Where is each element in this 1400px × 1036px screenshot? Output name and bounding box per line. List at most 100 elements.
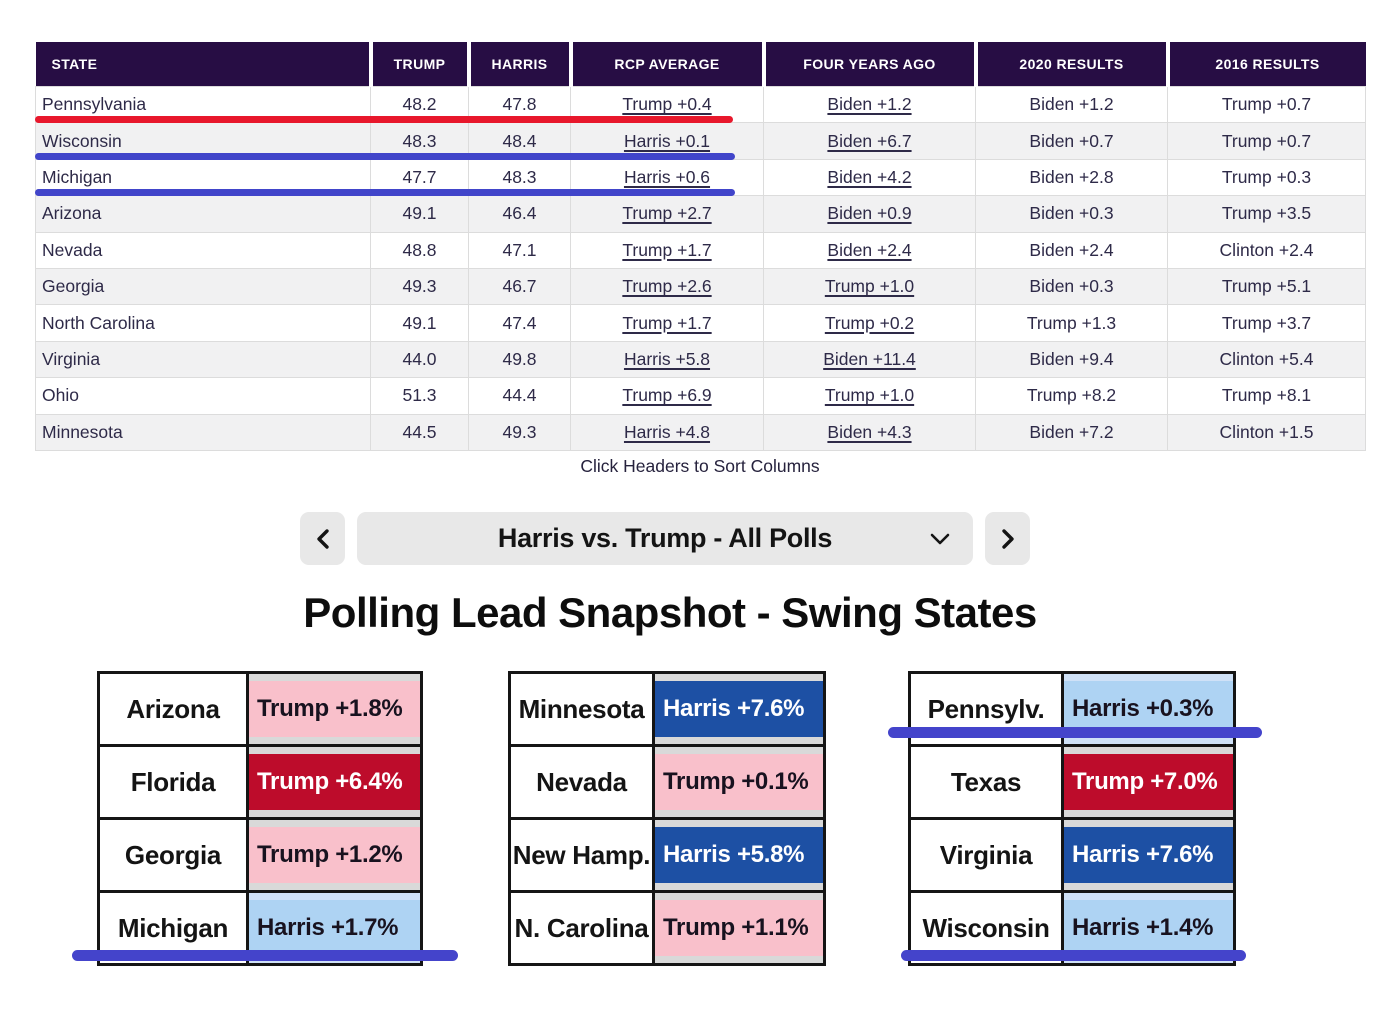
rcp-average-link[interactable]: Trump +6.9: [570, 377, 764, 415]
snapshot-table-left: Arizona Trump +1.8% Florida Trump +6.4% Geor…: [97, 671, 423, 966]
four-years-ago-link[interactable]: Trump +0.2: [763, 304, 976, 342]
snapshot-row-nevada: Nevada Trump +0.1%: [508, 744, 826, 820]
snapshot-row-arizona: Arizona Trump +1.8%: [97, 671, 423, 747]
snapshot-lead-cell: Trump +1.8%: [246, 671, 423, 747]
results-2016-cell: Trump +3.7: [1167, 304, 1366, 342]
table-row-north-carolina: North Carolina 49.1 47.4 Trump +1.7 Trump +0…: [35, 304, 1366, 342]
snapshot-lead-cell: Trump +1.2%: [246, 817, 423, 893]
harris-value-cell: 47.1: [468, 231, 571, 269]
lead-value-badge: Trump +1.8%: [249, 681, 420, 737]
column-header-state[interactable]: STATE: [35, 42, 371, 87]
results-2020-cell: Biden +2.8: [975, 158, 1168, 197]
table-row-ohio: Ohio 51.3 44.4 Trump +6.9 Trump +1.0 Trump +8…: [35, 377, 1366, 415]
column-header-trump[interactable]: TRUMP: [368, 42, 469, 87]
rcp-average-link[interactable]: Harris +5.8: [570, 340, 764, 379]
snapshot-lead-cell: Trump +6.4%: [246, 744, 423, 820]
results-2020-cell: Biden +9.4: [975, 340, 1168, 379]
snapshot-state-cell: Nevada: [508, 744, 655, 820]
results-2020-cell: Biden +2.4: [975, 231, 1168, 269]
table-row-georgia: Georgia 49.3 46.7 Trump +2.6 Trump +1.0 Biden…: [35, 267, 1366, 306]
snapshot-row-georgia: Georgia Trump +1.2%: [97, 817, 423, 893]
snapshot-row-virginia: Virginia Harris +7.6%: [908, 817, 1236, 893]
trump-value-cell: 48.8: [370, 231, 469, 269]
table-row-arizona: Arizona 49.1 46.4 Trump +2.7 Biden +0.9 Biden…: [35, 195, 1366, 233]
blue-underline-annotation: [901, 950, 1246, 961]
table-row-nevada: Nevada 48.8 47.1 Trump +1.7 Biden +2.4 Biden …: [35, 231, 1366, 269]
results-2020-cell: Biden +0.3: [975, 195, 1168, 233]
rcp-average-link[interactable]: Trump +2.6: [570, 267, 764, 306]
sort-hint-text: Click Headers to Sort Columns: [580, 456, 820, 476]
four-years-ago-link[interactable]: Biden +6.7: [763, 122, 976, 160]
four-years-ago-link[interactable]: Biden +4.3: [763, 413, 976, 451]
four-years-ago-link[interactable]: Biden +0.9: [763, 195, 976, 233]
lead-value-badge: Harris +1.7%: [249, 900, 420, 956]
chevron-right-icon: [1001, 528, 1014, 549]
snapshot-row-texas: Texas Trump +7.0%: [908, 744, 1236, 820]
column-header-rcp-average[interactable]: RCP AVERAGE: [568, 42, 764, 87]
results-2016-cell: Trump +0.7: [1167, 122, 1366, 160]
lead-value-badge: Trump +1.1%: [655, 900, 823, 956]
harris-value-cell: 49.3: [468, 413, 571, 451]
snapshot-title: Polling Lead Snapshot - Swing States: [303, 589, 1037, 636]
polls-header-row: STATE TRUMP HARRIS RCP AVERAGE FOUR YEARS AG…: [35, 42, 1366, 87]
column-header-2020-results[interactable]: 2020 RESULTS: [973, 42, 1168, 87]
snapshot-state-cell: Wisconsin: [908, 890, 1064, 966]
snapshot-state-cell: Florida: [97, 744, 249, 820]
snapshot-state-cell: Minnesota: [508, 671, 655, 747]
results-2020-cell: Biden +1.2: [975, 85, 1168, 124]
snapshot-row-florida: Florida Trump +6.4%: [97, 744, 423, 820]
blue-underline-annotation: [35, 152, 735, 160]
trump-value-cell: 44.0: [370, 340, 469, 379]
harris-value-cell: 47.4: [468, 304, 571, 342]
lead-value-badge: Harris +7.6%: [1064, 827, 1233, 883]
polls-body: Pennsylvania 48.2 47.8 Trump +0.4 Biden +1.2…: [35, 85, 1366, 451]
lead-value-badge: Trump +1.2%: [249, 827, 420, 883]
results-2020-cell: Trump +1.3: [975, 304, 1168, 342]
results-2020-cell: Biden +7.2: [975, 413, 1168, 451]
results-2016-cell: Clinton +5.4: [1167, 340, 1366, 379]
rcp-average-link[interactable]: Trump +1.7: [570, 304, 764, 342]
results-2016-cell: Trump +8.1: [1167, 377, 1366, 415]
snapshot-state-cell: Michigan: [97, 890, 249, 966]
polls-table: STATE TRUMP HARRIS RCP AVERAGE FOUR YEARS AG…: [35, 42, 1366, 451]
lead-value-badge: Trump +6.4%: [249, 754, 420, 810]
lead-value-badge: Harris +7.6%: [655, 681, 823, 737]
column-header-harris[interactable]: HARRIS: [466, 42, 571, 87]
harris-value-cell: 46.4: [468, 195, 571, 233]
state-cell: Virginia: [35, 340, 371, 379]
blue-underline-annotation: [888, 727, 1262, 738]
results-2016-cell: Trump +0.3: [1167, 158, 1366, 197]
column-header-2016-results[interactable]: 2016 RESULTS: [1165, 42, 1366, 87]
next-poll-button[interactable]: [985, 512, 1030, 565]
chevron-left-icon: [316, 528, 329, 549]
results-2020-cell: Biden +0.7: [975, 122, 1168, 160]
results-2020-cell: Trump +8.2: [975, 377, 1168, 415]
table-row-minnesota: Minnesota 44.5 49.3 Harris +4.8 Biden +4.3 Bi…: [35, 413, 1366, 451]
state-cell: North Carolina: [35, 304, 371, 342]
four-years-ago-link[interactable]: Biden +4.2: [763, 158, 976, 197]
snapshot-table-right: Pennsylv. Harris +0.3% Texas Trump +7.0% Vir…: [908, 671, 1236, 966]
table-row-virginia: Virginia 44.0 49.8 Harris +5.8 Biden +11.4 Bi…: [35, 340, 1366, 379]
column-header-four-years-ago[interactable]: FOUR YEARS AGO: [761, 42, 976, 87]
snapshot-row-minnesota: Minnesota Harris +7.6%: [508, 671, 826, 747]
red-underline-annotation: [35, 116, 733, 123]
poll-selector-dropdown[interactable]: Harris vs. Trump - All Polls: [357, 512, 973, 565]
snapshot-lead-cell: Trump +7.0%: [1061, 744, 1236, 820]
four-years-ago-link[interactable]: Biden +2.4: [763, 231, 976, 269]
chevron-down-icon: [930, 533, 950, 545]
rcp-average-link[interactable]: Harris +4.8: [570, 413, 764, 451]
lead-value-badge: Harris +1.4%: [1064, 900, 1233, 956]
four-years-ago-link[interactable]: Trump +1.0: [763, 377, 976, 415]
snapshot-state-cell: Virginia: [908, 817, 1064, 893]
previous-poll-button[interactable]: [300, 512, 345, 565]
rcp-average-link[interactable]: Trump +1.7: [570, 231, 764, 269]
snapshot-lead-cell: Harris +7.6%: [652, 671, 826, 747]
table-row-pennsylvania: Pennsylvania 48.2 47.8 Trump +0.4 Biden +1.2…: [35, 85, 1366, 124]
snapshot-lead-cell: Trump +0.1%: [652, 744, 826, 820]
four-years-ago-link[interactable]: Biden +11.4: [763, 340, 976, 379]
rcp-average-link[interactable]: Trump +2.7: [570, 195, 764, 233]
four-years-ago-link[interactable]: Trump +1.0: [763, 267, 976, 306]
snapshot-row-n-carolina: N. Carolina Trump +1.1%: [508, 890, 826, 966]
four-years-ago-link[interactable]: Biden +1.2: [763, 85, 976, 124]
